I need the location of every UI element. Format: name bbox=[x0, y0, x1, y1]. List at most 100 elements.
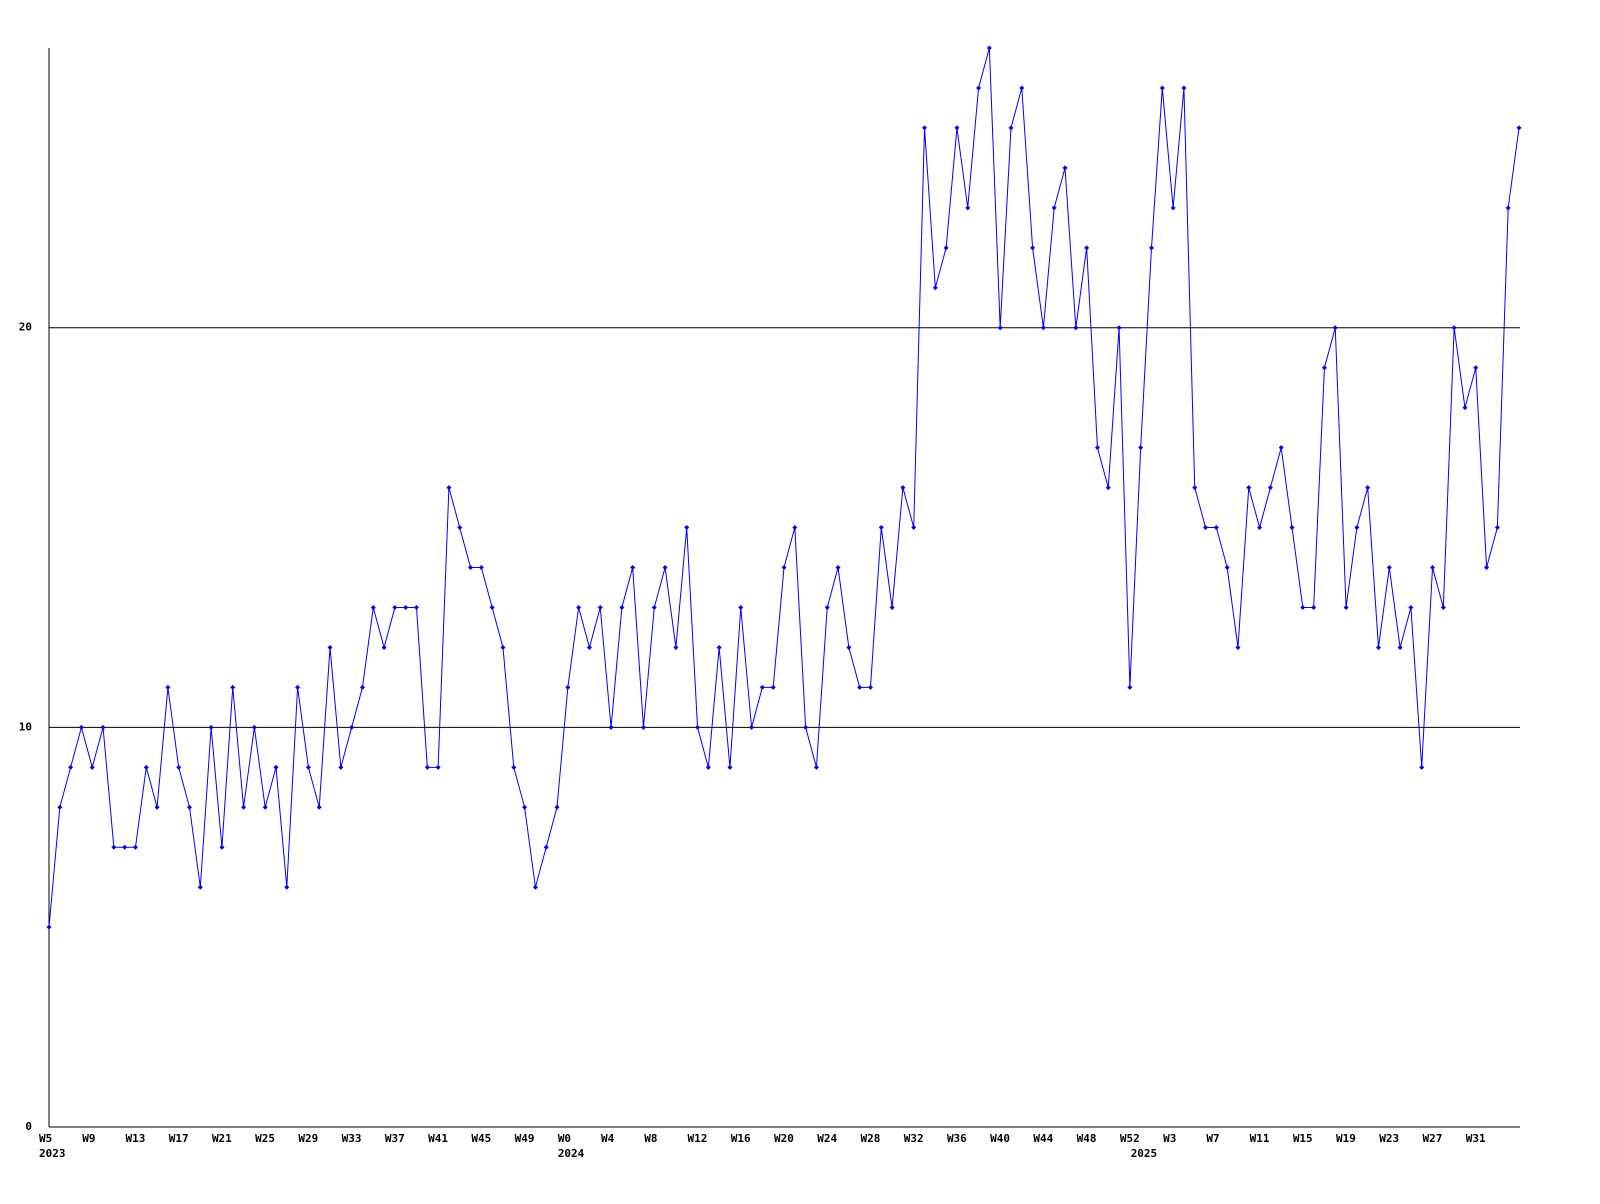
marker bbox=[1105, 485, 1111, 491]
marker bbox=[1484, 565, 1490, 571]
marker bbox=[478, 565, 484, 571]
x-tick-label: W40 bbox=[990, 1132, 1010, 1145]
x-tick-label: W29 bbox=[298, 1132, 318, 1145]
marker bbox=[889, 604, 895, 610]
marker bbox=[370, 604, 376, 610]
marker bbox=[1084, 245, 1090, 251]
x-tick-label: W24 bbox=[817, 1132, 837, 1145]
x-tick-label: W9 bbox=[82, 1132, 95, 1145]
marker bbox=[1375, 644, 1381, 650]
marker bbox=[1321, 365, 1327, 371]
marker bbox=[1040, 325, 1046, 331]
marker bbox=[1203, 525, 1209, 531]
marker bbox=[1062, 165, 1068, 171]
marker bbox=[1192, 485, 1198, 491]
marker bbox=[111, 844, 117, 850]
marker bbox=[597, 604, 603, 610]
x-tick-label: W7 bbox=[1206, 1132, 1219, 1145]
x-year-label: 2025 bbox=[1131, 1147, 1158, 1160]
marker bbox=[586, 644, 592, 650]
marker bbox=[1116, 325, 1122, 331]
marker bbox=[824, 604, 830, 610]
marker bbox=[684, 525, 690, 531]
marker bbox=[705, 764, 711, 770]
x-tick-label: W4 bbox=[601, 1132, 615, 1145]
marker bbox=[640, 724, 646, 730]
y-tick-label: 10 bbox=[19, 720, 32, 733]
marker bbox=[1181, 85, 1187, 91]
marker bbox=[976, 85, 982, 91]
marker bbox=[403, 604, 409, 610]
x-tick-label: W52 bbox=[1120, 1132, 1140, 1145]
x-tick-label: W12 bbox=[688, 1132, 708, 1145]
marker bbox=[1008, 125, 1014, 131]
marker bbox=[1494, 525, 1500, 531]
x-tick-label: W27 bbox=[1423, 1132, 1443, 1145]
marker bbox=[1030, 245, 1036, 251]
marker bbox=[1473, 365, 1479, 371]
x-tick-label: W33 bbox=[342, 1132, 362, 1145]
marker bbox=[414, 604, 419, 610]
marker bbox=[154, 804, 160, 810]
marker bbox=[1094, 445, 1100, 451]
x-tick-label: W15 bbox=[1293, 1132, 1313, 1145]
x-tick-label: W28 bbox=[860, 1132, 880, 1145]
marker bbox=[576, 604, 582, 610]
x-tick-label: W37 bbox=[385, 1132, 405, 1145]
marker bbox=[381, 644, 387, 650]
marker bbox=[284, 884, 290, 890]
marker bbox=[651, 604, 657, 610]
marker bbox=[349, 724, 355, 730]
marker bbox=[511, 764, 517, 770]
marker bbox=[241, 804, 247, 810]
marker bbox=[1354, 525, 1360, 531]
y-tick-label: 20 bbox=[19, 321, 32, 334]
marker bbox=[943, 245, 949, 251]
marker bbox=[1019, 85, 1025, 91]
marker bbox=[176, 764, 182, 770]
marker bbox=[1419, 764, 1425, 770]
marker bbox=[46, 924, 52, 930]
marker bbox=[89, 764, 95, 770]
marker bbox=[1289, 525, 1295, 531]
marker bbox=[1138, 445, 1144, 451]
marker bbox=[1149, 245, 1154, 251]
marker bbox=[1311, 604, 1317, 610]
marker bbox=[262, 804, 268, 810]
x-tick-label: W17 bbox=[169, 1132, 189, 1145]
marker bbox=[1505, 205, 1511, 211]
marker bbox=[446, 485, 452, 491]
marker bbox=[273, 764, 279, 770]
marker bbox=[986, 45, 992, 51]
marker bbox=[965, 205, 971, 211]
marker bbox=[1235, 644, 1241, 650]
marker bbox=[187, 804, 193, 810]
marker bbox=[727, 764, 733, 770]
marker bbox=[392, 604, 398, 610]
marker bbox=[1246, 485, 1252, 491]
marker bbox=[68, 764, 74, 770]
x-tick-label: W8 bbox=[644, 1132, 657, 1145]
x-tick-label: W41 bbox=[428, 1132, 448, 1145]
marker bbox=[522, 804, 528, 810]
marker bbox=[316, 804, 322, 810]
marker bbox=[1127, 684, 1133, 690]
line bbox=[48, 47, 1520, 928]
x-tick-label: W36 bbox=[947, 1132, 967, 1145]
x-tick-label: W48 bbox=[1077, 1132, 1097, 1145]
marker bbox=[1332, 325, 1338, 331]
x-tick-label: W31 bbox=[1466, 1132, 1486, 1145]
marker bbox=[695, 724, 701, 730]
x-tick-label: W5 bbox=[39, 1132, 52, 1145]
marker bbox=[424, 764, 430, 770]
marker bbox=[673, 644, 679, 650]
x-tick-label: W49 bbox=[515, 1132, 535, 1145]
marker bbox=[1224, 565, 1230, 571]
marker bbox=[630, 565, 636, 571]
marker bbox=[1440, 604, 1446, 610]
marker bbox=[543, 844, 549, 850]
marker bbox=[867, 684, 873, 690]
marker bbox=[468, 565, 474, 571]
marker bbox=[846, 644, 852, 650]
marker bbox=[435, 764, 441, 770]
